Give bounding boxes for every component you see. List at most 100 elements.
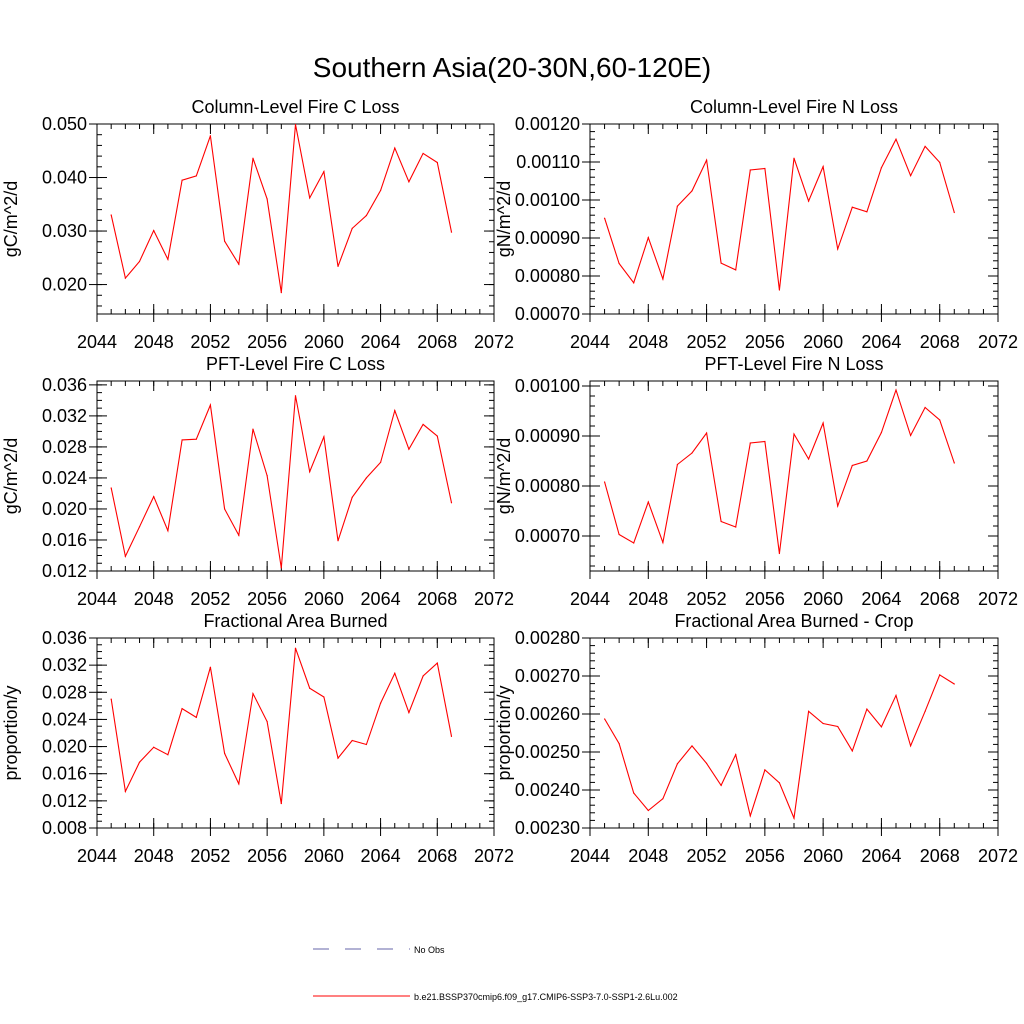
x-tick-label: 2052	[190, 332, 230, 352]
data-point	[124, 277, 126, 279]
x-tick-label: 2044	[570, 589, 610, 609]
plot-frame	[96, 637, 495, 829]
x-tick-label: 2064	[861, 332, 901, 352]
data-point	[209, 404, 212, 406]
data-point	[323, 171, 325, 173]
x-tick-label: 2060	[803, 589, 843, 609]
data-point	[309, 471, 311, 473]
data-point	[294, 647, 297, 649]
data-point	[939, 674, 941, 676]
y-tick-label: 0.00250	[515, 742, 580, 762]
y-tick-label: 0.012	[42, 561, 87, 581]
y-axis-label: gC/m^2/d	[1, 438, 21, 514]
x-tick-label: 2048	[134, 846, 174, 866]
data-point	[851, 750, 853, 752]
data-point	[294, 123, 297, 126]
data-point	[252, 693, 254, 695]
y-tick-label: 0.032	[42, 655, 87, 675]
series-line	[604, 388, 955, 554]
data-point	[778, 289, 781, 291]
data-point	[266, 720, 268, 723]
x-tick-label: 2072	[978, 589, 1018, 609]
data-point	[394, 409, 396, 412]
data-point	[953, 683, 955, 685]
x-tick-label: 2060	[304, 589, 344, 609]
x-tick-label: 2068	[417, 846, 457, 866]
y-tick-label: 0.00100	[515, 190, 580, 210]
data-point	[365, 477, 367, 479]
data-point	[138, 761, 141, 763]
data-point	[764, 440, 766, 443]
data-point	[735, 526, 737, 528]
data-point	[735, 754, 737, 756]
data-point	[153, 495, 155, 498]
data-point	[238, 783, 240, 785]
data-point	[309, 687, 311, 689]
data-point	[647, 501, 649, 503]
data-point	[422, 423, 424, 426]
data-point	[450, 502, 453, 504]
x-tick-label: 2060	[304, 846, 344, 866]
data-point	[436, 662, 438, 664]
data-point	[323, 436, 325, 438]
data-point	[618, 533, 620, 536]
data-point	[895, 138, 897, 140]
legend-series-label: b.e21.BSSP370cmip6.f09_g17.CMIP6-SSP3-7.…	[414, 992, 678, 1002]
data-point	[351, 496, 353, 498]
x-tick-label: 2072	[474, 332, 514, 352]
data-point	[153, 746, 155, 748]
y-tick-label: 0.028	[42, 437, 87, 457]
y-tick-label: 0.036	[42, 375, 87, 395]
x-tick-label: 2048	[134, 332, 174, 352]
data-point	[209, 666, 212, 668]
data-point	[633, 792, 635, 794]
y-tick-label: 0.028	[42, 682, 87, 702]
data-point	[705, 159, 708, 161]
panel-title: Column-Level Fire C Loss	[191, 97, 399, 117]
data-point	[365, 214, 367, 217]
data-point	[880, 431, 883, 434]
x-tick-label: 2044	[570, 846, 610, 866]
data-point	[280, 802, 282, 805]
chart-panel-5: Fractional Area Burned proportion/y 0.008 0…	[1, 611, 514, 866]
data-point	[720, 784, 722, 787]
y-tick-label: 0.00110	[516, 152, 580, 172]
series-line	[604, 137, 955, 291]
data-point	[676, 205, 679, 207]
data-point	[735, 269, 737, 271]
x-tick-label: 2052	[190, 589, 230, 609]
data-point	[720, 520, 722, 523]
series-line	[604, 674, 955, 821]
data-point	[110, 214, 112, 216]
data-point	[866, 211, 868, 213]
y-tick-label: 0.036	[42, 628, 87, 648]
data-point	[822, 165, 824, 168]
data-point	[294, 395, 297, 397]
y-tick-label: 0.00070	[515, 526, 580, 546]
x-tick-label: 2048	[628, 846, 668, 866]
data-point	[238, 263, 240, 265]
data-point	[337, 540, 339, 542]
x-tick-label: 2068	[920, 589, 960, 609]
y-tick-label: 0.020	[42, 737, 87, 757]
data-point	[181, 439, 183, 441]
data-point	[633, 542, 635, 544]
data-point	[224, 240, 226, 242]
y-axis-label: gC/m^2/d	[1, 181, 21, 257]
chart-panel-2: Column-Level Fire N Loss gN/m^2/d 0.00070 0…	[494, 97, 1018, 352]
legend: No Obs b.e21.BSSP370cmip6.f09_g17.CMIP6-…	[313, 945, 678, 1002]
data-point	[939, 419, 941, 421]
data-point	[866, 708, 868, 710]
data-point	[909, 175, 912, 177]
x-tick-label: 2064	[861, 589, 901, 609]
x-tick-label: 2052	[190, 846, 230, 866]
data-point	[822, 722, 824, 725]
x-tick-label: 2044	[570, 332, 610, 352]
x-tick-label: 2048	[134, 589, 174, 609]
data-point	[793, 433, 795, 435]
data-point	[837, 725, 839, 728]
y-tick-label: 0.00260	[515, 704, 580, 724]
plot-frame	[589, 637, 999, 829]
data-point	[851, 206, 853, 208]
chart-panel-6: Fractional Area Burned - Crop proportion/…	[494, 611, 1018, 866]
